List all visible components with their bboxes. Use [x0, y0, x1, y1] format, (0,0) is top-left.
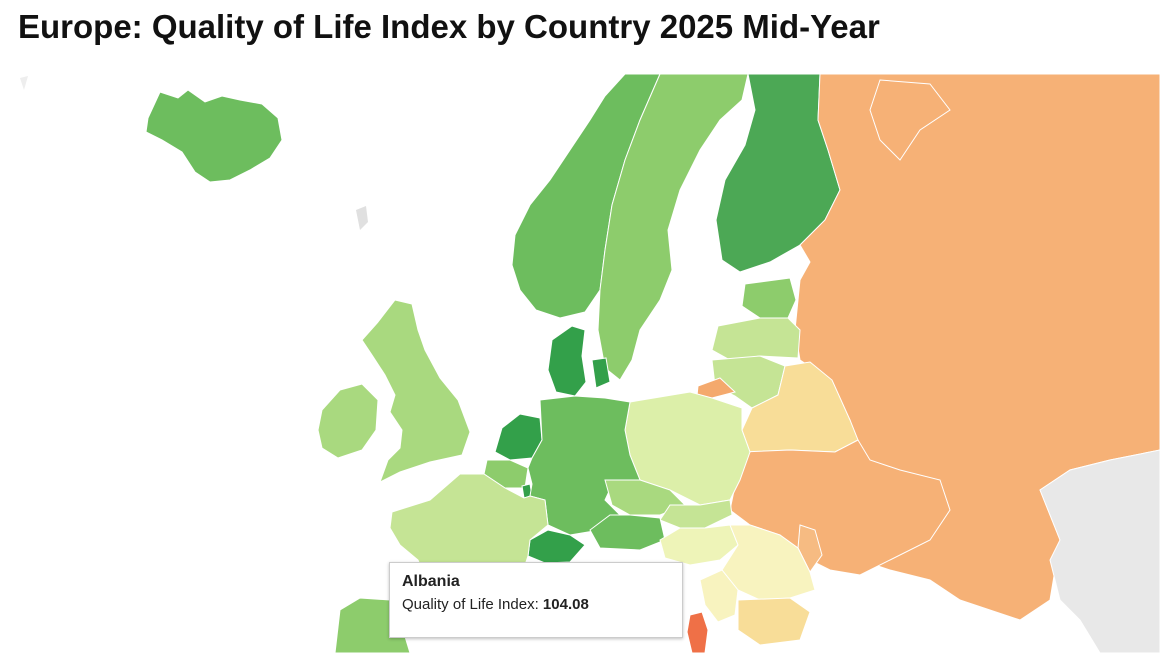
region-ireland[interactable]: [317, 383, 379, 459]
tooltip-metric-label: Quality of Life Index:: [402, 596, 539, 613]
tooltip-country-name: Albania: [402, 573, 460, 590]
region-estonia[interactable]: [741, 277, 797, 319]
region-romania[interactable]: [721, 524, 816, 601]
map-tooltip: Albania Quality of Life Index: 104.08: [389, 562, 683, 638]
region-united-kingdom[interactable]: [361, 299, 471, 484]
region-moldova[interactable]: [797, 524, 823, 573]
region-denmark[interactable]: [547, 325, 611, 397]
region-sweden[interactable]: [597, 73, 749, 381]
region-turkey[interactable]: [1039, 449, 1160, 653]
country-shape: [356, 206, 368, 230]
choropleth-map[interactable]: [0, 62, 1160, 653]
region-iceland[interactable]: [145, 89, 283, 183]
region-austria[interactable]: [589, 514, 666, 551]
tooltip-metric-value: 104.08: [542, 596, 589, 613]
country-shape: [20, 76, 28, 90]
region-latvia[interactable]: [711, 317, 801, 361]
tooltip-metric-line: Quality of Life Index: 104.08: [402, 596, 670, 613]
region-switzerland[interactable]: [527, 529, 586, 564]
region-bulgaria[interactable]: [737, 597, 811, 646]
region-hungary[interactable]: [659, 524, 739, 566]
region-slovakia[interactable]: [659, 499, 733, 529]
map-svg[interactable]: [0, 62, 1160, 653]
page-title: Europe: Quality of Life Index by Country…: [18, 8, 880, 45]
region-serbia[interactable]: [699, 569, 739, 623]
region-albania[interactable]: [686, 611, 709, 653]
